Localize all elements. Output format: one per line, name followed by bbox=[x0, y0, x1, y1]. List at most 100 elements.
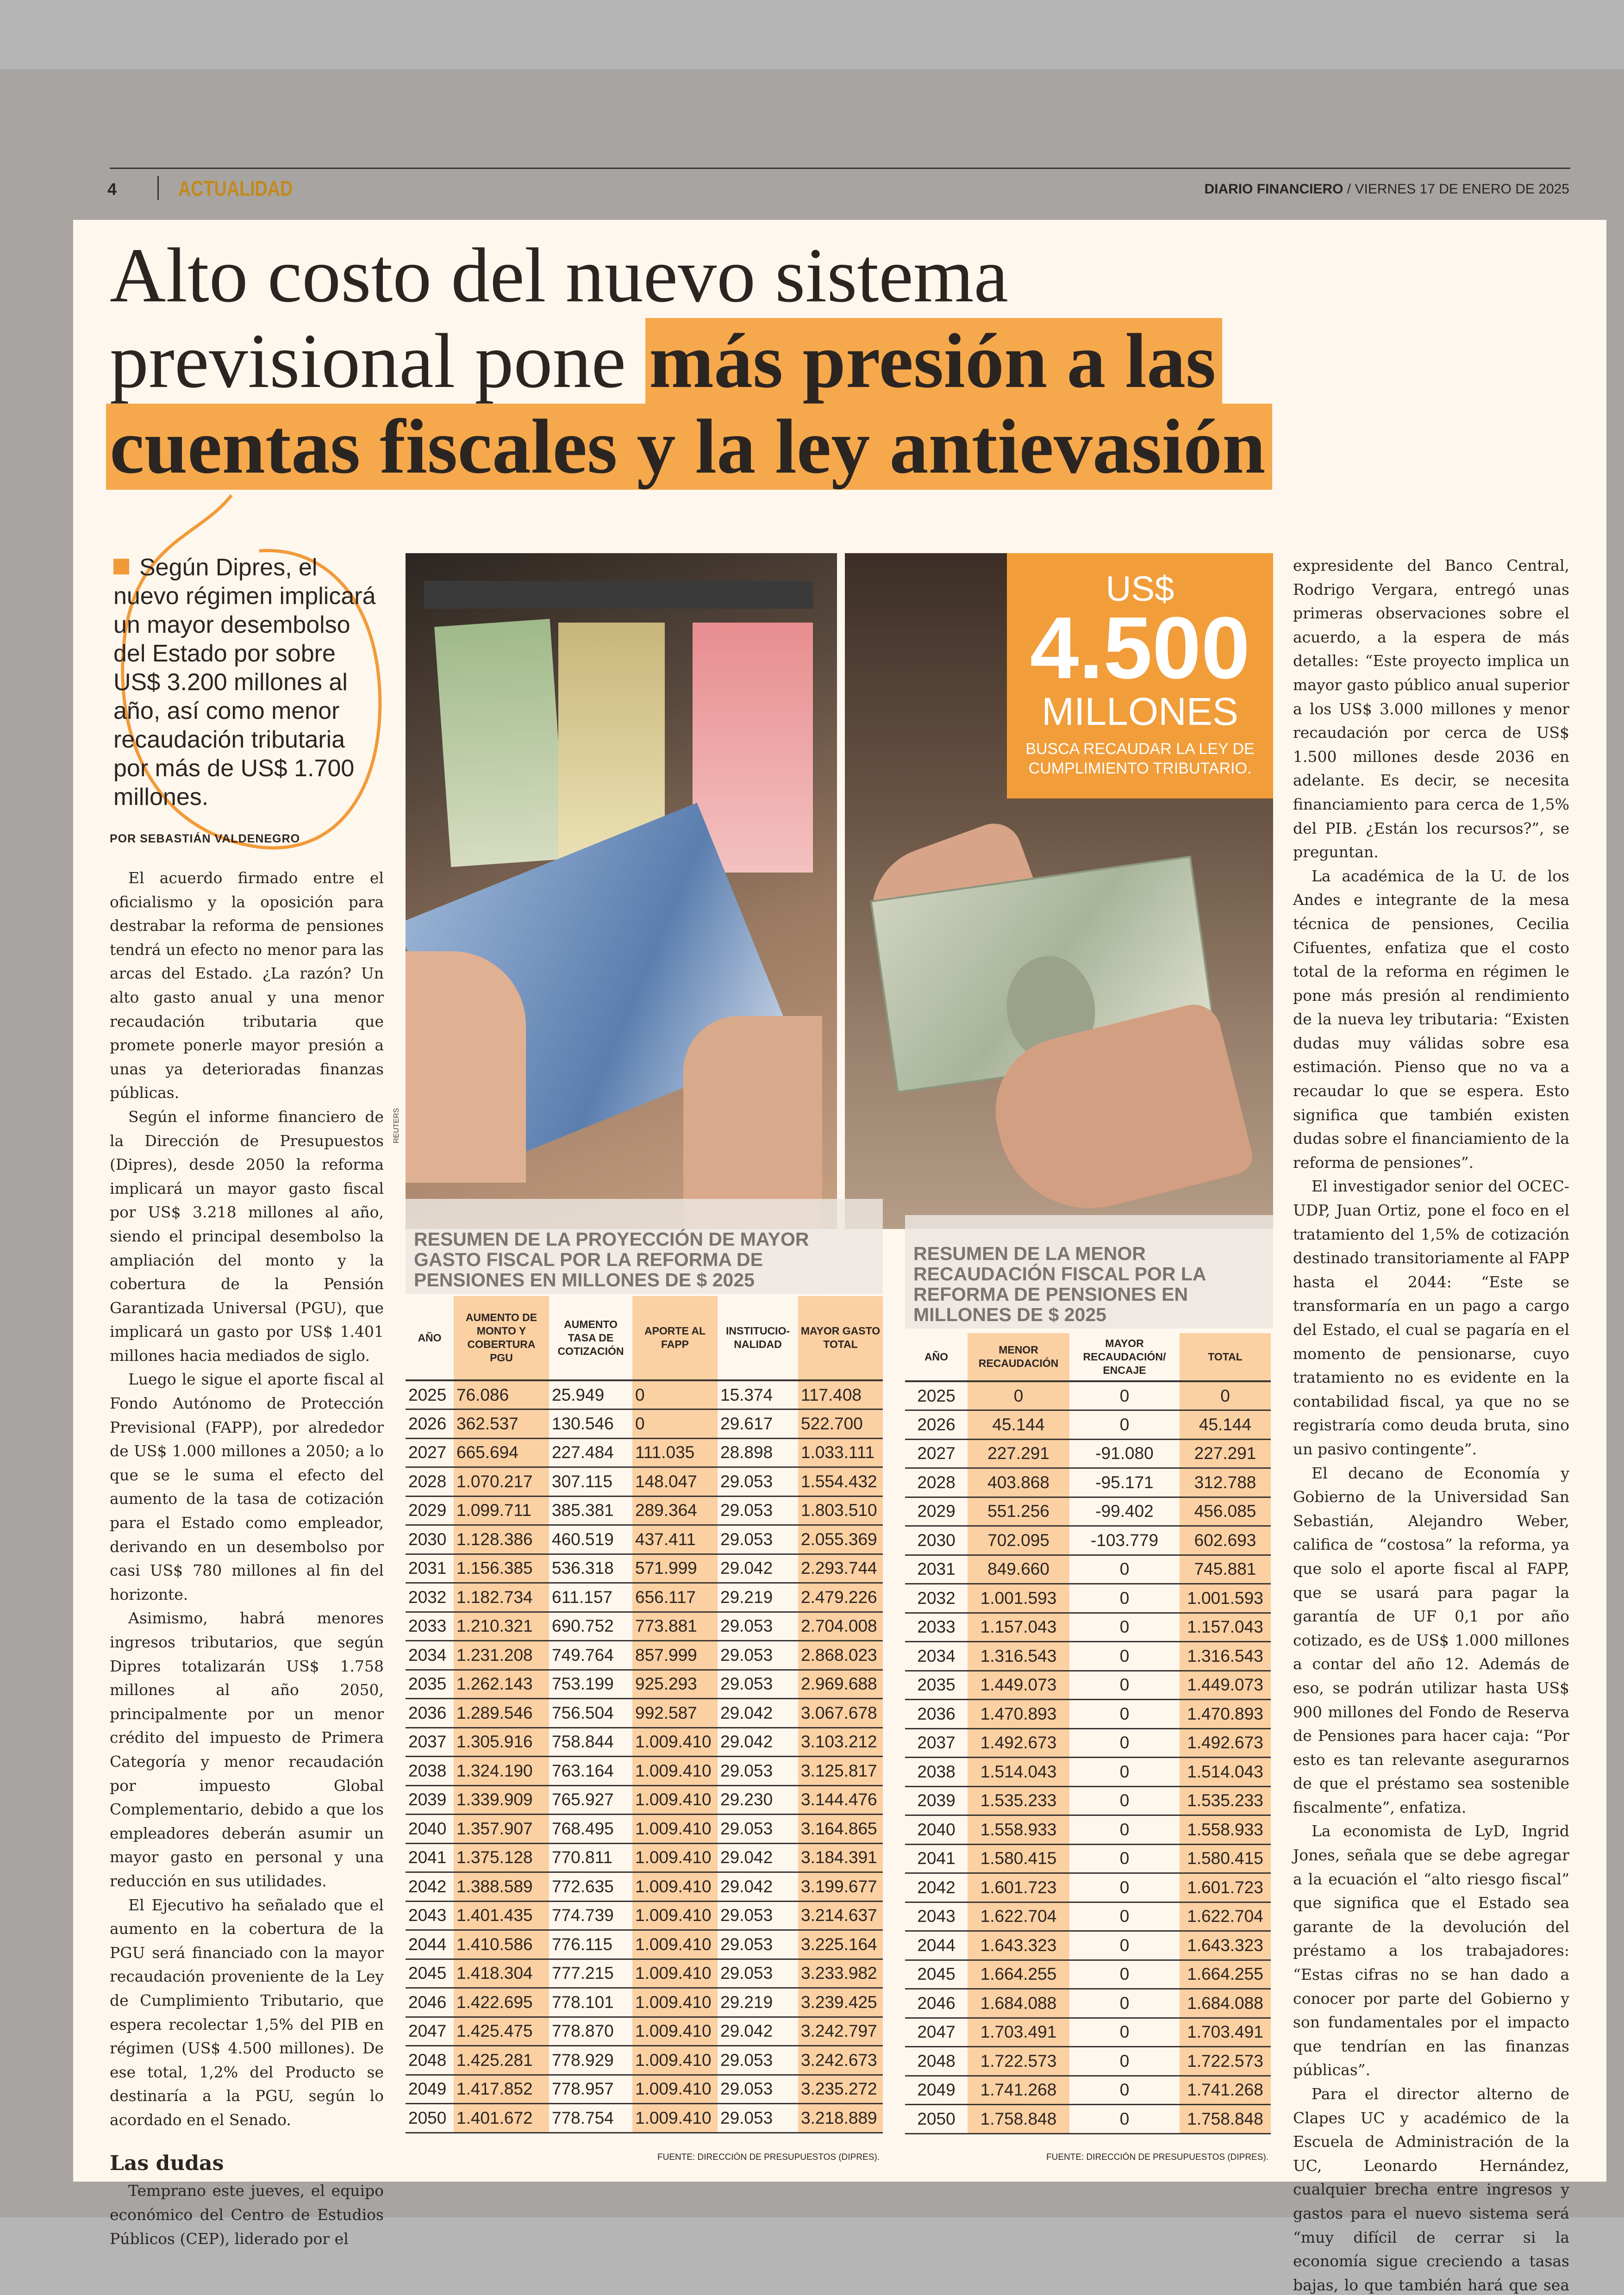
table-cell: 0 bbox=[1069, 1815, 1180, 1845]
table-cell: 1.009.410 bbox=[632, 1901, 718, 1931]
table1-source: FUENTE: DIRECCIÓN DE PRESUPUESTOS (DIPRE… bbox=[657, 2152, 880, 2162]
table-cell: 2040 bbox=[406, 1814, 454, 1844]
table-cell: 1.622.704 bbox=[1180, 1902, 1271, 1932]
table-cell: 1.803.510 bbox=[798, 1496, 883, 1526]
table-cell: 29.042 bbox=[718, 1872, 798, 1902]
table-cell: 0 bbox=[1069, 1989, 1180, 2019]
table-row: 2039 1.535.233 0 1.535.233 bbox=[905, 1786, 1271, 1816]
table-cell: 2050 bbox=[905, 2104, 968, 2134]
table-cell: 460.519 bbox=[549, 1525, 632, 1555]
table-cell: 1.033.111 bbox=[798, 1438, 883, 1468]
table-cell: 29.053 bbox=[718, 1930, 798, 1960]
table-row: 2042 1.388.589 772.635 1.009.410 29.042 3.199… bbox=[406, 1872, 883, 1902]
table-cell: 1.703.491 bbox=[968, 2018, 1069, 2047]
table-cell: 665.694 bbox=[454, 1438, 549, 1468]
table-cell: 227.291 bbox=[968, 1439, 1069, 1469]
table-cell: 2049 bbox=[406, 2075, 454, 2104]
table-cell: 0 bbox=[1069, 1844, 1180, 1874]
table-cell: 1.339.909 bbox=[454, 1785, 549, 1815]
table-cell: 29.053 bbox=[718, 1959, 798, 1989]
table-cell: 0 bbox=[1069, 1555, 1180, 1584]
table-row: 2041 1.375.128 770.811 1.009.410 29.042 3.184… bbox=[406, 1843, 883, 1873]
table-cell: 2042 bbox=[905, 1873, 968, 1903]
right-column: expresidente del Banco Central, Rodrigo … bbox=[1293, 554, 1569, 2295]
table-cell: 0 bbox=[1069, 1641, 1180, 1671]
table-cell: 571.999 bbox=[632, 1554, 718, 1584]
table-cell: 1.514.043 bbox=[1180, 1757, 1271, 1787]
table-cell: 403.868 bbox=[968, 1468, 1069, 1498]
table-cell: 2048 bbox=[905, 2046, 968, 2077]
table-cell: 29.053 bbox=[718, 1640, 798, 1671]
table-cell: 2043 bbox=[406, 1901, 454, 1931]
table-row: 2048 1.722.573 0 1.722.573 bbox=[905, 2046, 1271, 2077]
table-cell: 29.042 bbox=[718, 1727, 798, 1757]
column-header: TOTAL bbox=[1180, 1333, 1271, 1382]
column-header: AÑO bbox=[905, 1333, 968, 1382]
table-cell: 925.293 bbox=[632, 1670, 718, 1699]
table1-title: RESUMEN DE LA PROYECCIÓN DE MAYOR GASTO … bbox=[406, 1199, 883, 1294]
table-cell: 1.388.589 bbox=[454, 1872, 549, 1902]
masthead: DIARIO FINANCIERO / VIERNES 17 DE ENERO … bbox=[1204, 181, 1569, 197]
table-cell: 1.535.233 bbox=[1180, 1786, 1271, 1816]
table-cell: 2035 bbox=[406, 1670, 454, 1699]
table-cell: 758.844 bbox=[549, 1727, 632, 1757]
table-cell: 2029 bbox=[406, 1496, 454, 1526]
table-row: 2046 1.684.088 0 1.684.088 bbox=[905, 1989, 1271, 2019]
header-divider bbox=[157, 176, 159, 200]
body-paragraph: El Ejecutivo ha señalado que el aumento … bbox=[110, 1896, 384, 2129]
table-cell: 1.289.546 bbox=[454, 1698, 549, 1728]
bullet-square-icon bbox=[113, 559, 129, 574]
table-cell: 2030 bbox=[905, 1526, 968, 1556]
table-row: 2033 1.210.321 690.752 773.881 29.053 2.704.0… bbox=[406, 1612, 883, 1641]
table-cell: 753.199 bbox=[549, 1670, 632, 1699]
table-cell: 2032 bbox=[905, 1584, 968, 1614]
table-row: 2038 1.324.190 763.164 1.009.410 29.053 3.125… bbox=[406, 1756, 883, 1786]
table-cell: 29.053 bbox=[718, 2075, 798, 2104]
table-cell: 1.009.410 bbox=[632, 1814, 718, 1844]
table-cell: 28.898 bbox=[718, 1438, 798, 1468]
table-cell: 29.617 bbox=[718, 1409, 798, 1439]
table-cell: 2045 bbox=[406, 1959, 454, 1989]
table-cell: 2.293.744 bbox=[798, 1554, 883, 1584]
body-paragraph: Para el director alterno de Clapes UC y … bbox=[1293, 2085, 1569, 2294]
table-cell: 2031 bbox=[905, 1555, 968, 1584]
body-paragraph: La académica de la U. de los Andes e int… bbox=[1293, 867, 1569, 1172]
table-row: 2028 1.070.217 307.115 148.047 29.053 1.554.4… bbox=[406, 1467, 883, 1497]
headline-line-1: Alto costo del nuevo sistema bbox=[110, 232, 1009, 318]
headline-highlight: cuentas fiscales y la ley antievasión bbox=[106, 404, 1272, 490]
table-cell: 227.484 bbox=[549, 1438, 632, 1468]
table-row: 2025 76.086 25.949 0 15.374 117.408 bbox=[406, 1380, 883, 1410]
table-cell: 29.219 bbox=[718, 1988, 798, 2018]
table-row: 2047 1.425.475 778.870 1.009.410 29.042 3.242… bbox=[406, 2017, 883, 2046]
table-cell: 1.324.190 bbox=[454, 1756, 549, 1786]
headline-plain: previsional pone bbox=[110, 318, 646, 404]
table-cell: 2038 bbox=[406, 1756, 454, 1786]
table-cell: 1.601.723 bbox=[968, 1873, 1069, 1903]
lead-text: Según Dipres, el nuevo régimen implicará… bbox=[113, 554, 376, 811]
table-cell: 3.164.865 bbox=[798, 1814, 883, 1844]
badge-unit: MILLONES bbox=[1042, 690, 1238, 733]
body-paragraph: El decano de Economía y Gobierno de la U… bbox=[1293, 1464, 1569, 1816]
table-menor-recaudacion: AÑO MENOR RECAUDACIÓN MAYOR RECAUDACIÓN/ E… bbox=[905, 1333, 1271, 2134]
table-cell: 0 bbox=[1069, 1873, 1180, 1903]
highlight-figure-box: US$ 4.500 MILLONES BUSCA RECAUDAR LA LEY… bbox=[1007, 553, 1273, 798]
table-cell: 1.001.593 bbox=[1180, 1584, 1271, 1614]
table-row: 2033 1.157.043 0 1.157.043 bbox=[905, 1613, 1271, 1642]
table-cell: 849.660 bbox=[968, 1555, 1069, 1584]
table-row: 2048 1.425.281 778.929 1.009.410 29.053 3.242… bbox=[406, 2046, 883, 2076]
table-cell: 2026 bbox=[406, 1409, 454, 1439]
table-cell: 0 bbox=[1069, 1902, 1180, 1932]
table-cell: 2041 bbox=[905, 1844, 968, 1874]
table-cell: 3.103.212 bbox=[798, 1727, 883, 1757]
table-cell: 2027 bbox=[406, 1438, 454, 1468]
table-cell: 2046 bbox=[406, 1988, 454, 2018]
table-row: 2039 1.339.909 765.927 1.009.410 29.230 3.144… bbox=[406, 1785, 883, 1815]
body-paragraph: La economista de LyD, Ingrid Jones, seña… bbox=[1293, 1822, 1569, 2079]
table-row: 2031 1.156.385 536.318 571.999 29.042 2.293.7… bbox=[406, 1554, 883, 1584]
column-header: MAYOR GASTO TOTAL bbox=[798, 1296, 883, 1381]
table-cell: 45.144 bbox=[1180, 1410, 1271, 1440]
table-cell: 3.125.817 bbox=[798, 1756, 883, 1786]
table2-source: FUENTE: DIRECCIÓN DE PRESUPUESTOS (DIPRE… bbox=[1046, 2152, 1268, 2162]
table-cell: 1.722.573 bbox=[968, 2046, 1069, 2077]
table-cell: 1.001.593 bbox=[968, 1584, 1069, 1614]
